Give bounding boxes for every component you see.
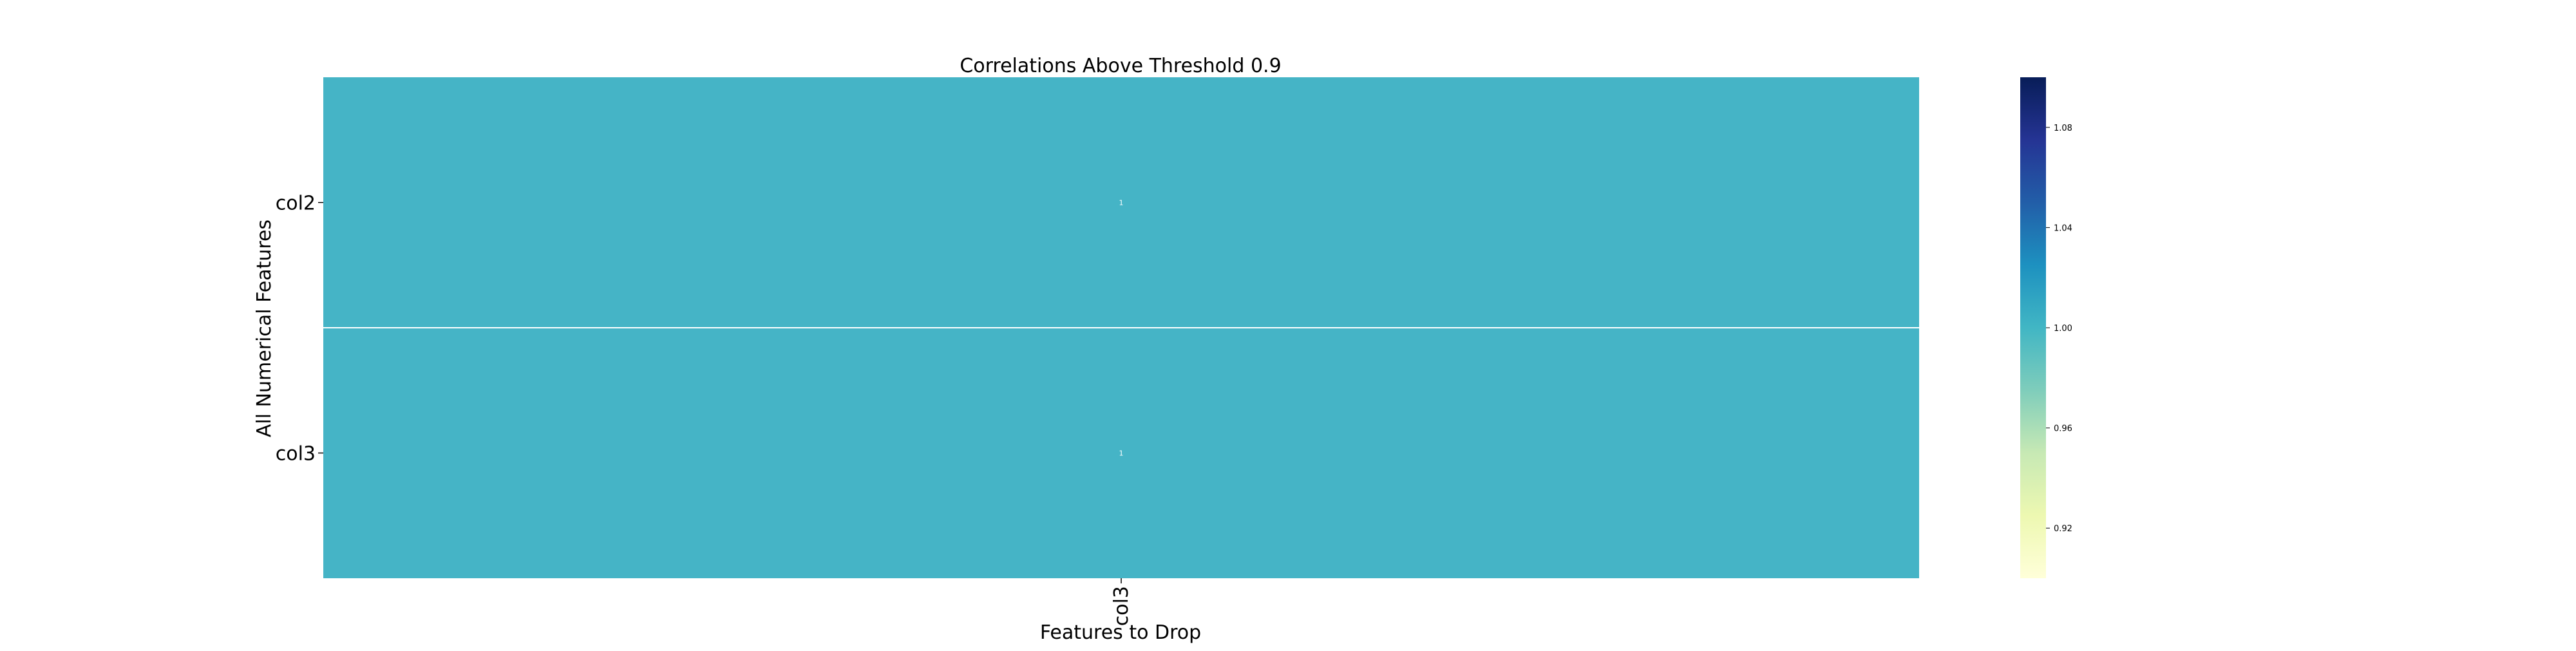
cell-annotation: 1 [1119, 449, 1124, 458]
colorbar-tick-label: 1.00 [2054, 324, 2072, 334]
colorbar-tick-label: 0.92 [2054, 524, 2072, 534]
colorbar-tick-label: 1.08 [2054, 124, 2072, 133]
y-tick-label: col3 [276, 443, 316, 466]
colorbar-gradient [2020, 77, 2046, 578]
cell-annotation: 1 [1119, 199, 1124, 207]
colorbar-tick-label: 0.96 [2054, 424, 2072, 434]
y-tick-label: col2 [276, 193, 316, 215]
x-tick-label: col3 [1110, 586, 1133, 626]
chart-title: Correlations Above Threshold 0.9 [960, 55, 1281, 77]
colorbar: 0.92 0.96 1.00 1.04 1.08 [2020, 77, 2072, 578]
y-axis-label: All Numerical Features [253, 220, 276, 437]
colorbar-tick-label: 1.04 [2054, 223, 2072, 233]
heatmap-cell [323, 328, 1919, 578]
x-axis-label: Features to Drop [1040, 621, 1201, 644]
heatmap-cell [323, 77, 1919, 328]
